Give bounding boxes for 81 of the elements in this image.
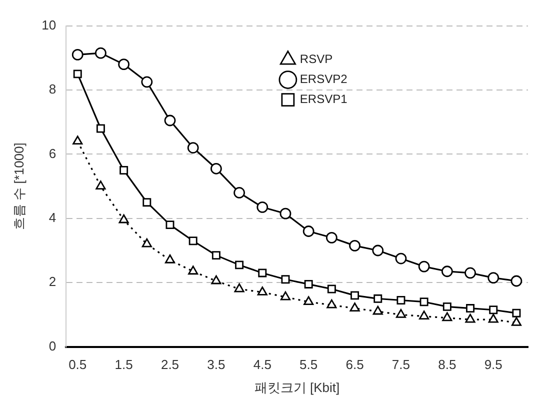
point (489, 306, 498, 314)
point (234, 187, 245, 198)
point (211, 275, 222, 284)
point (95, 47, 106, 59)
point (441, 266, 453, 278)
point (96, 180, 106, 190)
point (258, 268, 267, 278)
point (396, 296, 406, 304)
point (304, 296, 314, 306)
point (442, 302, 452, 311)
point (164, 254, 176, 264)
point (118, 214, 129, 224)
x-tick-label: 0.5 (68, 357, 87, 372)
point (118, 58, 130, 70)
y-tick-label: 10 (42, 17, 56, 32)
point (188, 236, 198, 246)
point (72, 48, 84, 60)
y-axis-title: 흐름 수 [*1000] (11, 142, 26, 230)
point (141, 76, 153, 88)
point (349, 240, 360, 252)
legend-label: ERSVP2 (300, 72, 348, 86)
legend-label: RSVP (300, 52, 333, 66)
point (350, 302, 360, 312)
point (166, 220, 174, 230)
point (235, 260, 244, 270)
point (304, 280, 313, 288)
x-tick-label: 1.5 (114, 357, 133, 372)
y-tick-label: 8 (48, 82, 56, 97)
point (465, 314, 476, 323)
point (511, 317, 522, 326)
y-tick-label: 6 (48, 146, 56, 161)
point (466, 304, 474, 313)
point (280, 208, 292, 220)
x-tick-label: 8.5 (438, 357, 456, 372)
point (96, 124, 105, 133)
point (488, 272, 500, 284)
point (350, 291, 360, 300)
y-tick-label: 0 (48, 338, 56, 354)
legend-label: ERSVP1 (300, 92, 348, 106)
point (420, 298, 428, 306)
y-tick-label: 4 (48, 210, 56, 225)
point (372, 244, 384, 256)
point (418, 260, 430, 272)
point (395, 252, 407, 264)
point (326, 232, 338, 244)
point (164, 114, 176, 126)
x-axis-title: 패킷크기 [Kbit] (254, 380, 340, 395)
y-tick-label: 2 (48, 274, 56, 290)
x-tick-label: 2.5 (160, 357, 180, 372)
point (212, 251, 220, 260)
point (257, 286, 268, 296)
point (234, 283, 244, 292)
point (72, 136, 83, 145)
point (281, 275, 290, 284)
point (280, 291, 291, 300)
point (187, 142, 199, 154)
point (374, 294, 382, 303)
x-tick-label: 4.5 (253, 357, 272, 372)
point (256, 201, 268, 213)
point (396, 309, 406, 318)
point (188, 266, 198, 275)
point (464, 267, 476, 279)
x-tick-label: 7.5 (392, 357, 410, 372)
x-tick-label: 5.5 (300, 357, 318, 372)
point (210, 162, 222, 174)
point (510, 275, 522, 287)
point (372, 306, 383, 315)
point (488, 314, 498, 323)
point (326, 299, 337, 308)
point (419, 310, 430, 320)
point (327, 284, 336, 294)
x-tick-label: 3.5 (207, 357, 226, 372)
point (142, 238, 152, 248)
point (120, 166, 128, 174)
x-tick-label: 9.5 (484, 357, 502, 372)
point (142, 198, 152, 207)
point (302, 226, 314, 237)
x-tick-label: 6.5 (346, 357, 364, 372)
point (512, 308, 521, 318)
point (442, 312, 452, 322)
point (73, 70, 82, 78)
